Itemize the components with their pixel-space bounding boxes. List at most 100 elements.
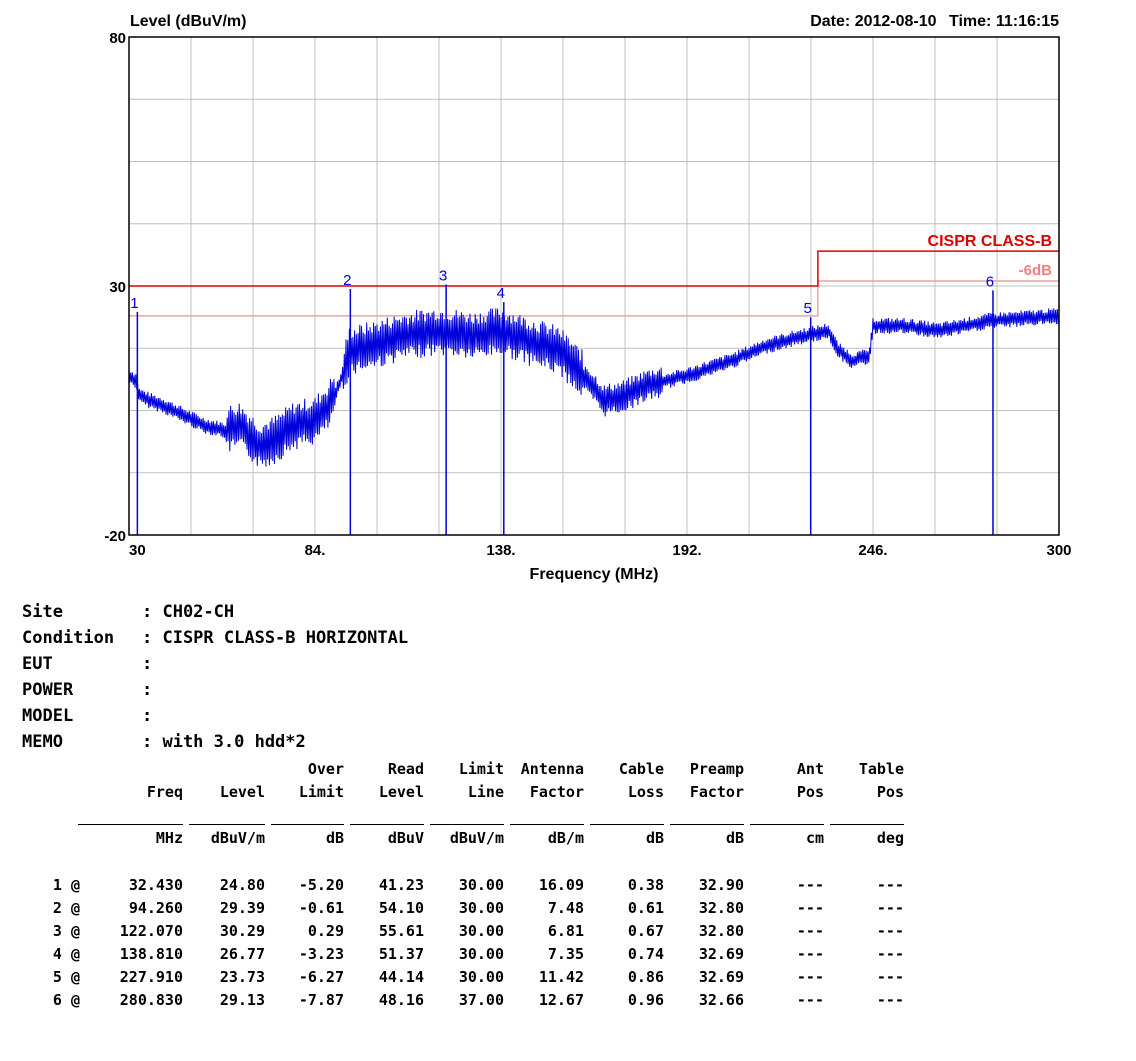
table-cell: 29.39: [219, 899, 265, 917]
eut-row: EUT:: [22, 654, 408, 680]
table-cell: 0.96: [627, 991, 664, 1009]
table-cell: 32.80: [698, 899, 744, 917]
table-cell: 51.37: [378, 945, 424, 963]
model-value: :: [142, 706, 153, 726]
y-tick-label: 80: [109, 30, 126, 47]
time-value: 11:16:15: [996, 13, 1059, 30]
table-cell: 54.10: [378, 899, 424, 917]
table-header-rule: [189, 824, 265, 825]
table-cell: 11.42: [538, 968, 584, 986]
table-cell: 44.14: [378, 968, 424, 986]
x-axis-label: Frequency (MHz): [530, 566, 659, 583]
table-cell: ---: [876, 922, 904, 940]
margin-line: [129, 280, 1059, 317]
table-cell: 94.260: [128, 899, 183, 917]
memo-row: MEMO: with 3.0 hdd*2: [22, 732, 408, 758]
table-cell: 24.80: [219, 876, 265, 894]
marker-label-1: 1: [130, 295, 138, 312]
table-unit-cell: dBuV: [387, 829, 424, 847]
table-cell: 0.38: [627, 876, 664, 894]
table-unit-cell: dBuV/m: [449, 829, 504, 847]
table-header-rule: [750, 824, 824, 825]
table-header-cell: Cable: [618, 760, 664, 778]
table-cell: -3.23: [298, 945, 344, 963]
power-row: POWER:: [22, 680, 408, 706]
table-cell: 23.73: [219, 968, 265, 986]
y-axis-label: Level (dBuV/m): [130, 13, 246, 30]
date-label: Date:: [810, 13, 850, 30]
table-cell: ---: [876, 945, 904, 963]
table-header-cell: Pos: [876, 783, 904, 801]
condition-value: : CISPR CLASS-B HORIZONTAL: [142, 628, 409, 648]
table-cell: 0.86: [627, 968, 664, 986]
model-row: MODEL:: [22, 706, 408, 732]
table-unit-cell: MHz: [155, 829, 183, 847]
table-row-index: 4 @: [52, 945, 80, 963]
table-cell: ---: [796, 945, 824, 963]
table-header-cell: Loss: [627, 783, 664, 801]
marker-label-6: 6: [986, 273, 994, 290]
table-header-rule: [350, 824, 424, 825]
memo-value: : with 3.0 hdd*2: [142, 732, 306, 752]
table-unit-cell: deg: [876, 829, 904, 847]
x-tick-label: 246.: [858, 542, 887, 559]
x-tick-label: 192.: [672, 542, 701, 559]
table-cell: 12.67: [538, 991, 584, 1009]
table-cell: ---: [876, 876, 904, 894]
table-cell: 30.00: [458, 922, 504, 940]
table-header-rule: [78, 824, 183, 825]
table-header-cell: Table: [858, 760, 904, 778]
model-key: MODEL: [22, 706, 74, 726]
table-header-cell: Level: [378, 783, 424, 801]
table-cell: 32.69: [698, 968, 744, 986]
table-header-cell: Freq: [146, 783, 183, 801]
test-info: Site : CH02-CH Condition: CISPR CLASS-B H…: [22, 602, 408, 758]
marker-label-3: 3: [439, 268, 447, 285]
table-header-cell: Limit: [298, 783, 344, 801]
table-cell: 0.29: [307, 922, 344, 940]
table-header-cell: Over: [307, 760, 344, 778]
site-row: Site : CH02-CH: [22, 602, 408, 628]
table-unit-cell: dB: [725, 829, 744, 847]
table-unit-cell: dB/m: [547, 829, 584, 847]
site-key: Site: [22, 602, 63, 622]
table-header-cell: Limit: [458, 760, 504, 778]
date-time: Date: 2012-08-10 Time: 11:16:15: [810, 13, 1059, 30]
table-cell: 26.77: [219, 945, 265, 963]
x-tick-label: 84.: [305, 542, 326, 559]
table-header-cell: Level: [219, 783, 265, 801]
table-cell: 29.13: [219, 991, 265, 1009]
table-cell: 32.90: [698, 876, 744, 894]
margin-line-label: -6dB: [1019, 262, 1053, 279]
marker-label-2: 2: [343, 272, 351, 289]
table-row-index: 5 @: [52, 968, 80, 986]
table-cell: 37.00: [458, 991, 504, 1009]
table-cell: 32.69: [698, 945, 744, 963]
table-cell: ---: [876, 899, 904, 917]
table-unit-cell: dBuV/m: [210, 829, 265, 847]
table-cell: 138.810: [119, 945, 183, 963]
table-cell: -0.61: [298, 899, 344, 917]
eut-value: :: [142, 654, 153, 674]
table-header-cell: Line: [467, 783, 504, 801]
table-row-index: 3 @: [52, 922, 80, 940]
table-cell: ---: [796, 991, 824, 1009]
table-cell: -7.87: [298, 991, 344, 1009]
site-value: : CH02-CH: [142, 602, 235, 622]
power-key: POWER: [22, 680, 74, 700]
emission-trace-line: [128, 308, 1060, 467]
table-header-cell: Preamp: [689, 760, 744, 778]
table-cell: ---: [796, 899, 824, 917]
table-cell: 227.910: [119, 968, 183, 986]
peak-markers: 1 2 3 4 5 6: [130, 268, 994, 535]
table-cell: 280.830: [119, 991, 183, 1009]
table-cell: 48.16: [378, 991, 424, 1009]
table-cell: ---: [796, 876, 824, 894]
table-cell: 32.66: [698, 991, 744, 1009]
table-row-index: 6 @: [52, 991, 80, 1009]
table-header-cell: Read: [387, 760, 424, 778]
table-cell: 30.00: [458, 899, 504, 917]
table-header-rule: [590, 824, 664, 825]
table-cell: 32.80: [698, 922, 744, 940]
condition-row: Condition: CISPR CLASS-B HORIZONTAL: [22, 628, 408, 654]
